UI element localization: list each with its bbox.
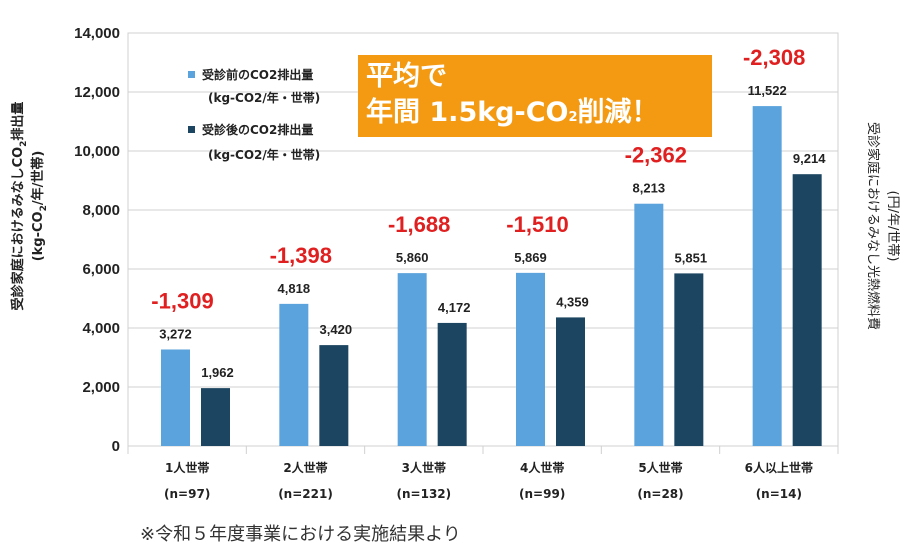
- legend-swatch-before: [188, 71, 195, 78]
- y-tick-label: 4,000: [82, 320, 120, 337]
- category-count-label: (n=132): [397, 487, 452, 501]
- difference-label: -1,398: [270, 243, 332, 268]
- bar-after: [201, 388, 230, 446]
- category-label: 3人世帯: [402, 460, 446, 475]
- bar-after: [437, 322, 467, 446]
- data-label-before: 8,213: [633, 181, 666, 196]
- legend-label-before: 受診前のCO2排出量: [202, 67, 313, 82]
- category-count-label: (n=221): [278, 487, 333, 501]
- legend-unit-before: (kg-CO2/年・世帯): [208, 90, 320, 105]
- legend-swatch-after: [188, 126, 195, 133]
- data-label-before: 4,818: [278, 281, 311, 296]
- category-label: 5人世帯: [638, 460, 682, 475]
- data-label-before: 5,869: [514, 250, 547, 265]
- data-label-after: 4,359: [556, 294, 589, 309]
- category-label: 4人世帯: [520, 460, 564, 475]
- y-tick-label: 8,000: [82, 202, 120, 219]
- difference-label: -1,309: [151, 288, 213, 313]
- bar-before: [161, 349, 190, 446]
- secondary-y-axis-label: 受診家庭におけるみなし光熱燃料費 (円/年/世帯): [865, 122, 900, 330]
- bar-after: [319, 345, 349, 446]
- secondary-y-axis-label-line2: (円/年/世帯): [885, 191, 900, 262]
- category-count-label: (n=97): [164, 487, 210, 501]
- footnote: ※令和５年度事業における実施結果より: [140, 524, 461, 545]
- legend: 受診前のCO2排出量 (kg-CO2/年・世帯) 受診後のCO2排出量 (kg-…: [188, 67, 320, 162]
- labels: 0 2,000 4,000 6,000 8,000 10,000 12,000 14,000 3…: [74, 25, 826, 501]
- bar-before: [279, 303, 309, 446]
- callout-line2: 年間 1.5kg-CO2削減！: [366, 97, 659, 128]
- data-label-after: 1,962: [201, 365, 234, 380]
- data-label-after: 4,172: [438, 300, 471, 315]
- callout-line1: 平均で: [366, 61, 447, 92]
- bar-before: [752, 106, 782, 446]
- difference-label: -1,688: [388, 212, 450, 237]
- difference-label: -1,510: [506, 212, 568, 237]
- y-tick-label: 6,000: [82, 261, 120, 278]
- bar-after: [792, 174, 822, 446]
- y-tick-label: 10,000: [74, 143, 120, 160]
- y-tick-label: 2,000: [82, 379, 120, 396]
- y-axis-label-line2: (kg-CO2/年/世帯): [30, 151, 49, 262]
- secondary-y-axis-label-line1: 受診家庭におけるみなし光熱燃料費: [865, 122, 881, 330]
- bars: [161, 106, 822, 446]
- bar-before: [397, 273, 427, 446]
- legend-label-after: 受診後のCO2排出量: [202, 122, 313, 137]
- y-tick-label: 14,000: [74, 25, 120, 42]
- y-axis-label: 受診家庭におけるみなしCO2排出量 (kg-CO2/年/世帯): [10, 102, 49, 311]
- highlight-callout: 平均で 年間 1.5kg-CO2削減！: [358, 55, 712, 137]
- data-label-after: 9,214: [793, 151, 826, 166]
- data-label-after: 5,851: [675, 250, 708, 265]
- y-tick-label: 12,000: [74, 84, 120, 101]
- data-label-before: 3,272: [159, 326, 192, 341]
- bar-after: [556, 317, 585, 446]
- category-count-label: (n=99): [519, 487, 565, 501]
- legend-unit-after: (kg-CO2/年・世帯): [208, 147, 320, 162]
- bar-before: [516, 272, 545, 446]
- y-axis-label-line1: 受診家庭におけるみなしCO2排出量: [10, 102, 29, 311]
- category-label: 2人世帯: [283, 460, 327, 475]
- bar-after: [674, 273, 704, 446]
- difference-label: -2,362: [625, 143, 687, 168]
- data-label-before: 11,522: [748, 83, 787, 98]
- bar-before: [634, 203, 664, 446]
- y-tick-label: 0: [112, 438, 120, 455]
- category-label: 1人世帯: [165, 460, 209, 475]
- gridlines: [127, 32, 839, 454]
- difference-label: -2,308: [743, 45, 805, 70]
- category-count-label: (n=14): [756, 487, 802, 501]
- data-label-before: 5,860: [396, 250, 429, 265]
- category-label: 6人以上世帯: [745, 460, 813, 475]
- data-label-after: 3,420: [320, 322, 353, 337]
- category-count-label: (n=28): [637, 487, 683, 501]
